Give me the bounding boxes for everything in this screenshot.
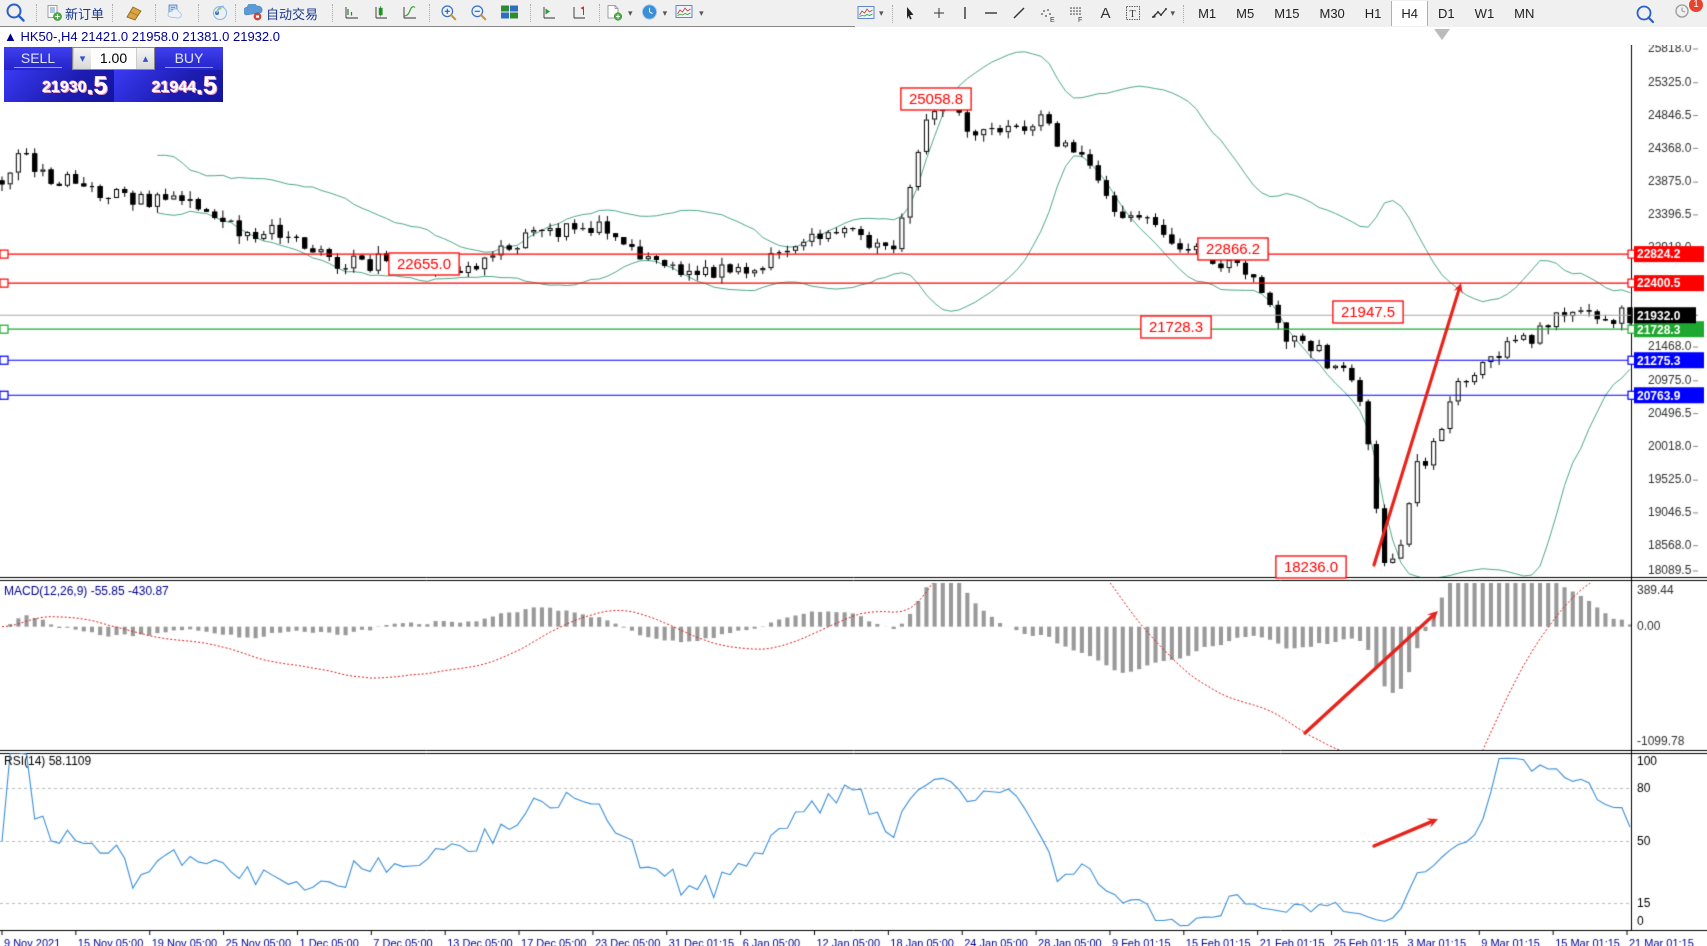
svg-text:E: E: [1050, 17, 1055, 23]
svg-text:T: T: [1129, 9, 1135, 20]
svg-text:F: F: [1078, 17, 1082, 23]
